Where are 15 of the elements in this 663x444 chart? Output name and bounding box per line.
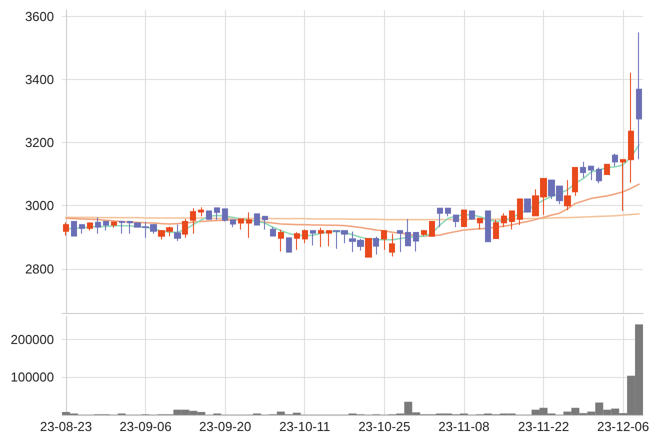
- x-tick-label: 23-10-11: [279, 419, 330, 434]
- x-tick-label: 23-11-22: [518, 419, 570, 434]
- y-tick-label: 3200: [25, 135, 54, 150]
- y-tick-label: 100000: [10, 370, 54, 385]
- y-tick-label: 2800: [25, 261, 54, 276]
- y-tick-label: 200000: [10, 332, 54, 347]
- x-tick-label: 23-11-08: [438, 419, 490, 434]
- y-tick-label: 3400: [25, 72, 54, 87]
- y-tick-label: 3000: [25, 198, 54, 214]
- y-tick-label: 3600: [25, 8, 54, 24]
- x-tick-label: 23-09-06: [120, 419, 172, 434]
- x-tick-label: 23-09-20: [199, 419, 252, 434]
- x-tick-label: 23-08-23: [40, 419, 92, 434]
- x-tick-label: 23-12-06: [597, 419, 650, 434]
- x-tick-label: 23-10-25: [358, 419, 410, 434]
